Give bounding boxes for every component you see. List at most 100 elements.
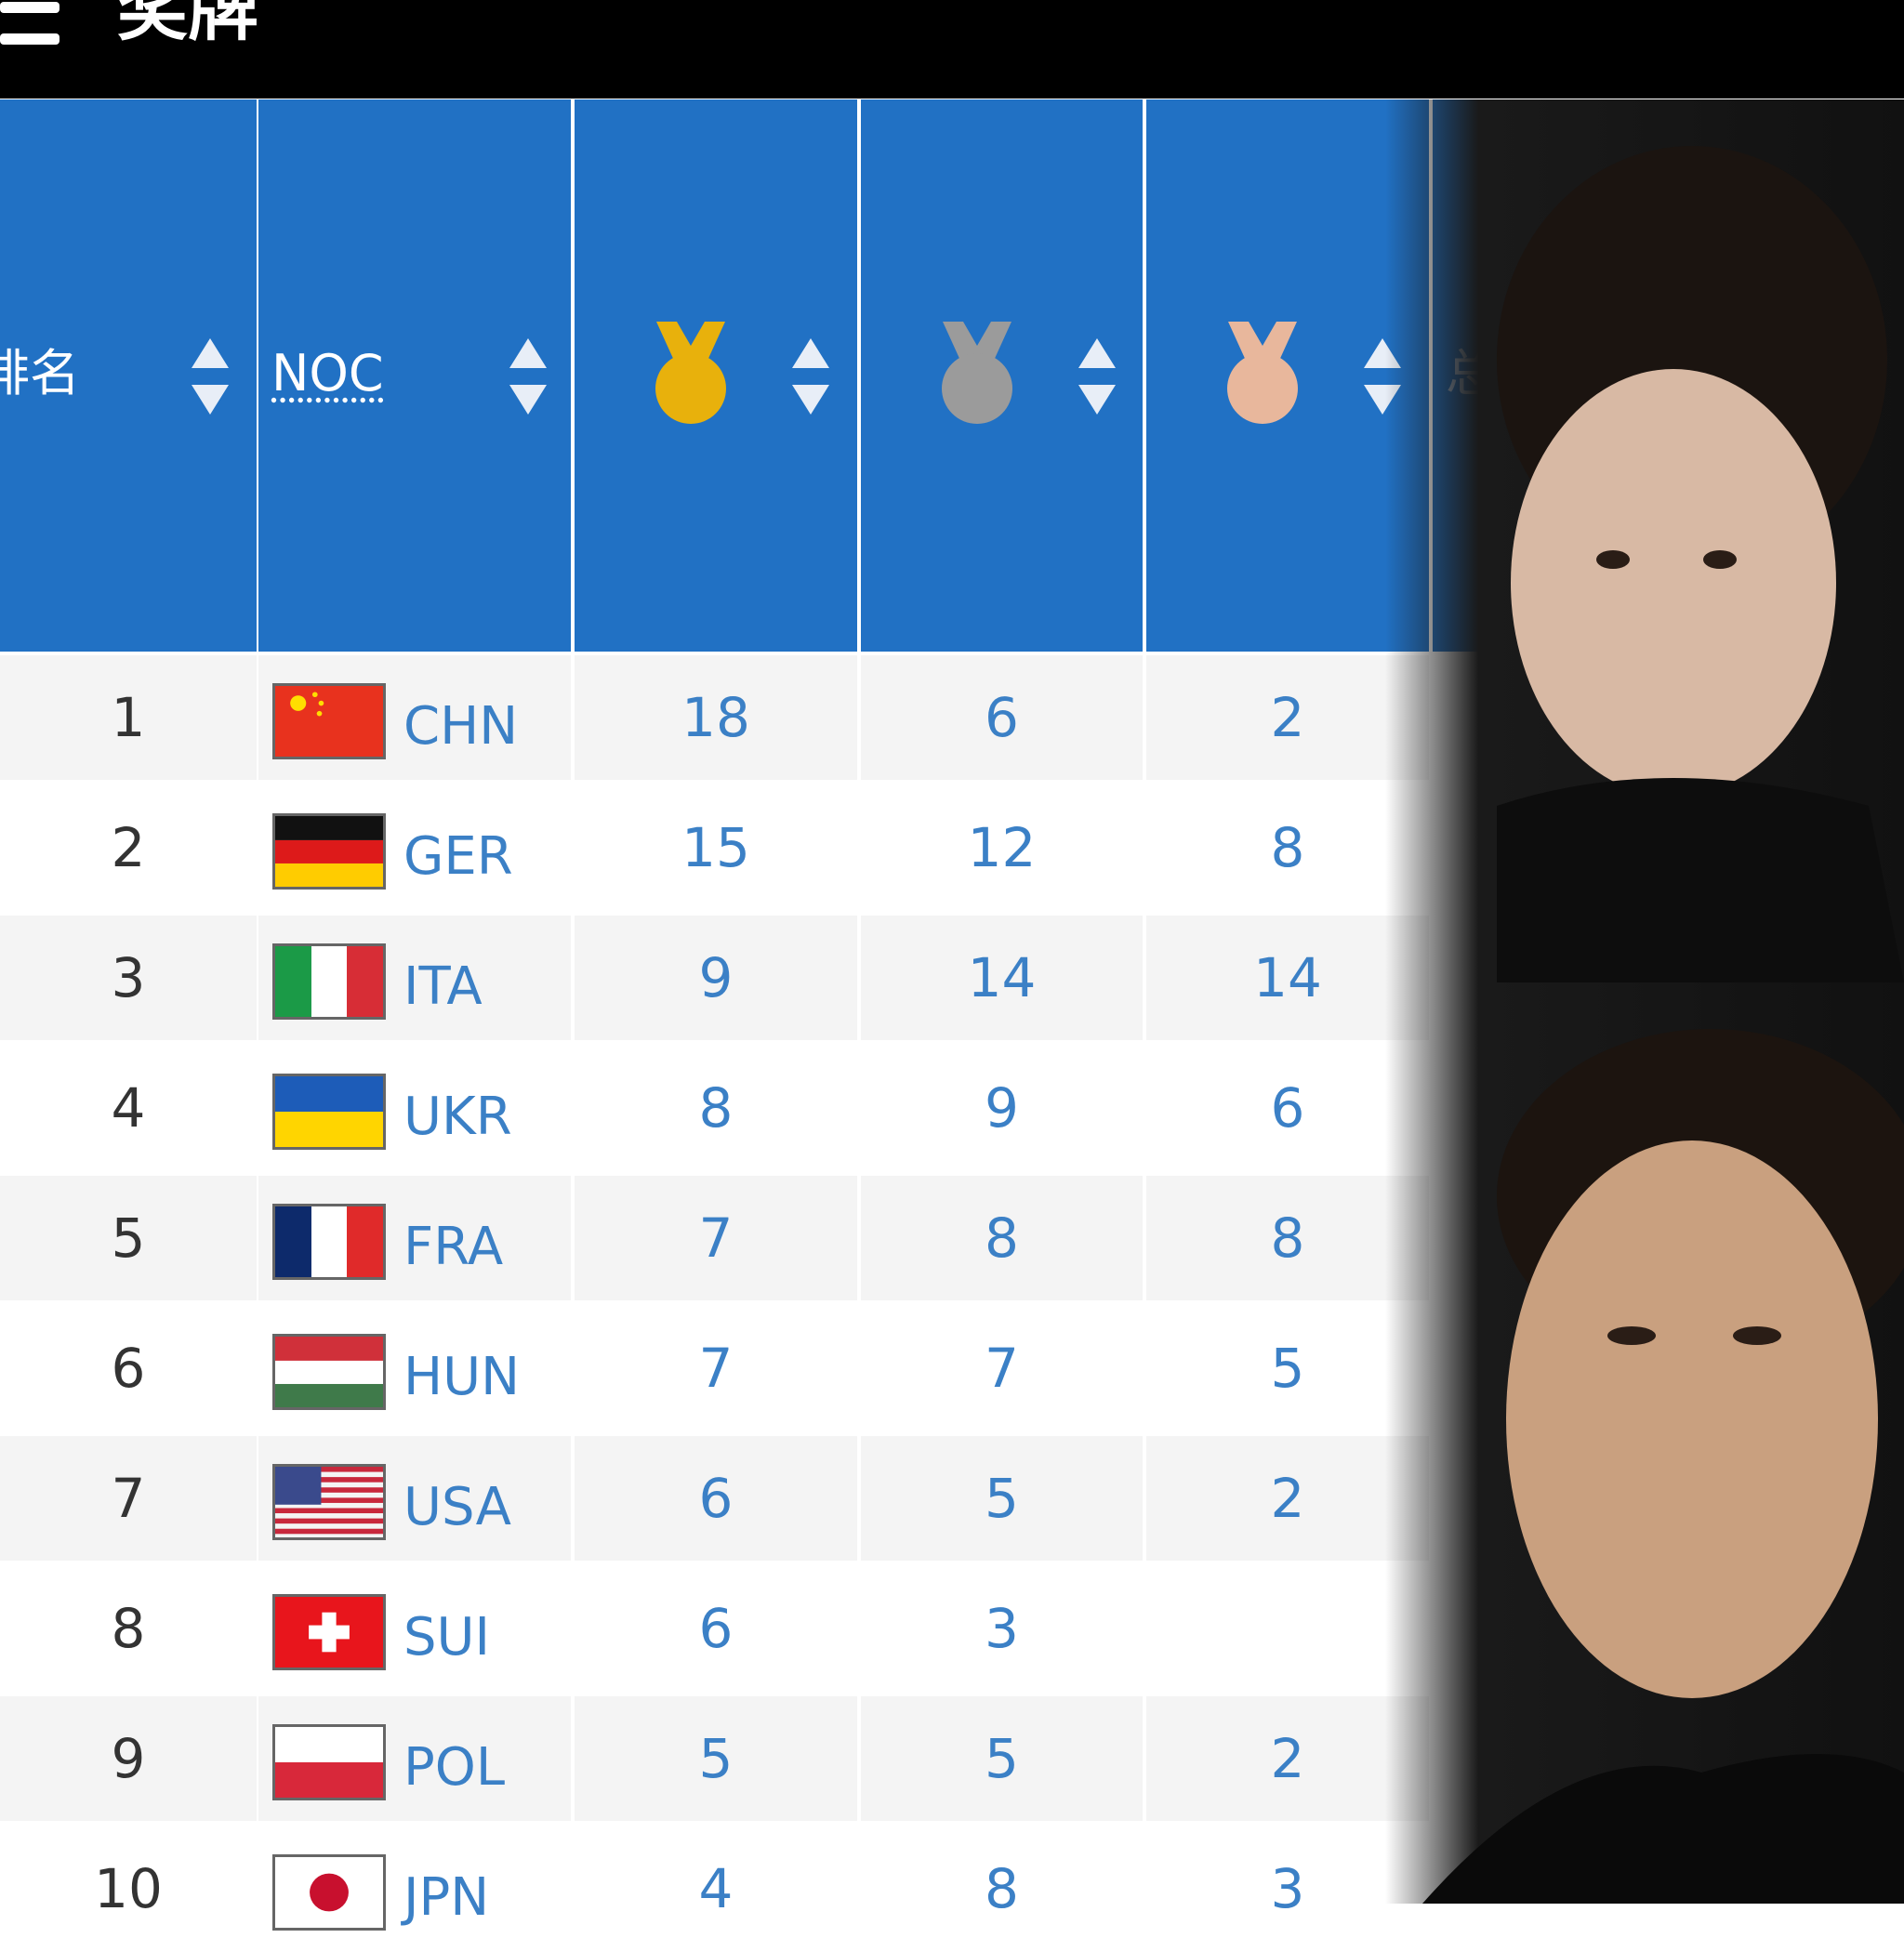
flag-icon [272,1854,386,1931]
table-cell: 7 [575,1306,857,1430]
table-cell: 4 [575,1826,857,1951]
column-header: 排名 [0,344,80,402]
noc-code[interactable]: FRA [403,1217,504,1277]
top-bar: 奖牌 [0,0,1904,99]
table-cell: 2 [1146,1696,1429,1821]
noc-code[interactable]: JPN [403,1867,490,1928]
flag-icon [272,1594,386,1670]
table-cell: 6 [575,1566,857,1691]
table-cell: JPN [258,1826,571,1951]
medal-count: 3 [985,1597,1019,1660]
sort-icon[interactable] [1077,336,1117,416]
medal-count: 5 [985,1727,1019,1790]
noc-code[interactable]: POL [403,1737,506,1798]
medal-count: 6 [698,1467,734,1530]
noc-code[interactable]: CHN [403,696,519,757]
table-cell: 6 [1146,1046,1429,1170]
table-cell: SUI [258,1566,571,1691]
header-cell: NOC [258,99,571,652]
menu-icon[interactable] [0,2,60,13]
table-cell: 7 [861,1306,1143,1430]
medal-count: 8 [985,1857,1019,1920]
table-cell: 5 [0,1176,257,1300]
rank-text: 9 [111,1727,146,1790]
rank-text: 1 [111,686,146,749]
header-cell [575,99,857,652]
rank-text: 2 [111,816,146,879]
noc-code[interactable]: SUI [403,1607,491,1668]
menu-icon-line [0,33,60,45]
table-cell: 3 [861,1566,1143,1691]
medal-count: 15 [681,816,750,879]
medal-count: 7 [698,1206,734,1270]
table-cell: 6 [575,1436,857,1561]
noc-code[interactable]: USA [403,1477,511,1537]
medal-count: 5 [698,1727,734,1790]
flag-icon [272,1204,386,1280]
noc-code[interactable]: GER [403,826,513,887]
table-cell: 5 [575,1696,857,1821]
rank-text: 4 [111,1076,146,1140]
medal-count: 8 [1270,1206,1305,1270]
medal-count: 7 [985,1337,1019,1400]
table-cell: 8 [1146,1176,1429,1300]
table-cell: 8 [861,1826,1143,1951]
noc-code[interactable]: UKR [403,1087,512,1147]
table-cell: CHN [258,655,571,780]
table-cell: 4 [0,1046,257,1170]
medal-count: 3 [1270,1857,1305,1920]
table-cell: 15 [575,785,857,910]
medal-count: 7 [698,1337,734,1400]
table-cell: 5 [1146,1306,1429,1430]
table-cell: 5 [861,1696,1143,1821]
medal-count: 8 [698,1076,734,1140]
header-cell [861,99,1143,652]
table-cell: 7 [575,1176,857,1300]
table-cell: 14 [861,916,1143,1040]
flag-icon [272,943,386,1020]
table-cell: 8 [1146,785,1429,910]
table-cell: 8 [0,1566,257,1691]
header-cell: 排名 [0,99,257,652]
table-cell: 3 [0,916,257,1040]
table-cell: 5 [861,1436,1143,1561]
medal-count: 2 [1270,1727,1305,1790]
medal-count: 9 [985,1076,1019,1140]
table-cell: 2 [1146,1436,1429,1561]
sort-icon[interactable] [508,336,549,416]
medal-count: 14 [967,946,1037,1009]
table-cell: 9 [0,1696,257,1821]
table-cell: 12 [861,785,1143,910]
table-cell: HUN [258,1306,571,1430]
medal-icon [655,322,726,424]
table-cell: 18 [575,655,857,780]
table-cell: 2 [1146,655,1429,780]
rank-text: 3 [111,946,146,1009]
medal-count: 14 [1253,946,1322,1009]
flag-icon [272,1074,386,1150]
medal-count: 5 [1270,1337,1305,1400]
table-cell: 8 [861,1176,1143,1300]
table-cell: 7 [0,1436,257,1561]
noc-code[interactable]: ITA [403,956,483,1017]
medal-icon [942,322,1012,424]
medal-count: 5 [985,1467,1019,1530]
page-title: 奖牌 [117,0,258,50]
column-header[interactable]: NOC [271,344,384,402]
noc-code[interactable]: HUN [403,1347,520,1407]
flag-icon [272,1464,386,1540]
medal-count: 18 [681,686,750,749]
sort-icon[interactable] [190,336,231,416]
flag-icon [272,1334,386,1410]
sort-icon[interactable] [790,336,831,416]
table-cell: POL [258,1696,571,1821]
photo-overlay [1385,99,1904,1904]
table-cell: 1 [0,655,257,780]
table-cell: 14 [1146,916,1429,1040]
flag-icon [272,1724,386,1800]
rank-text: 8 [111,1597,146,1660]
medal-count: 2 [1270,1467,1305,1530]
table-cell: 9 [575,916,857,1040]
medal-count: 8 [985,1206,1019,1270]
